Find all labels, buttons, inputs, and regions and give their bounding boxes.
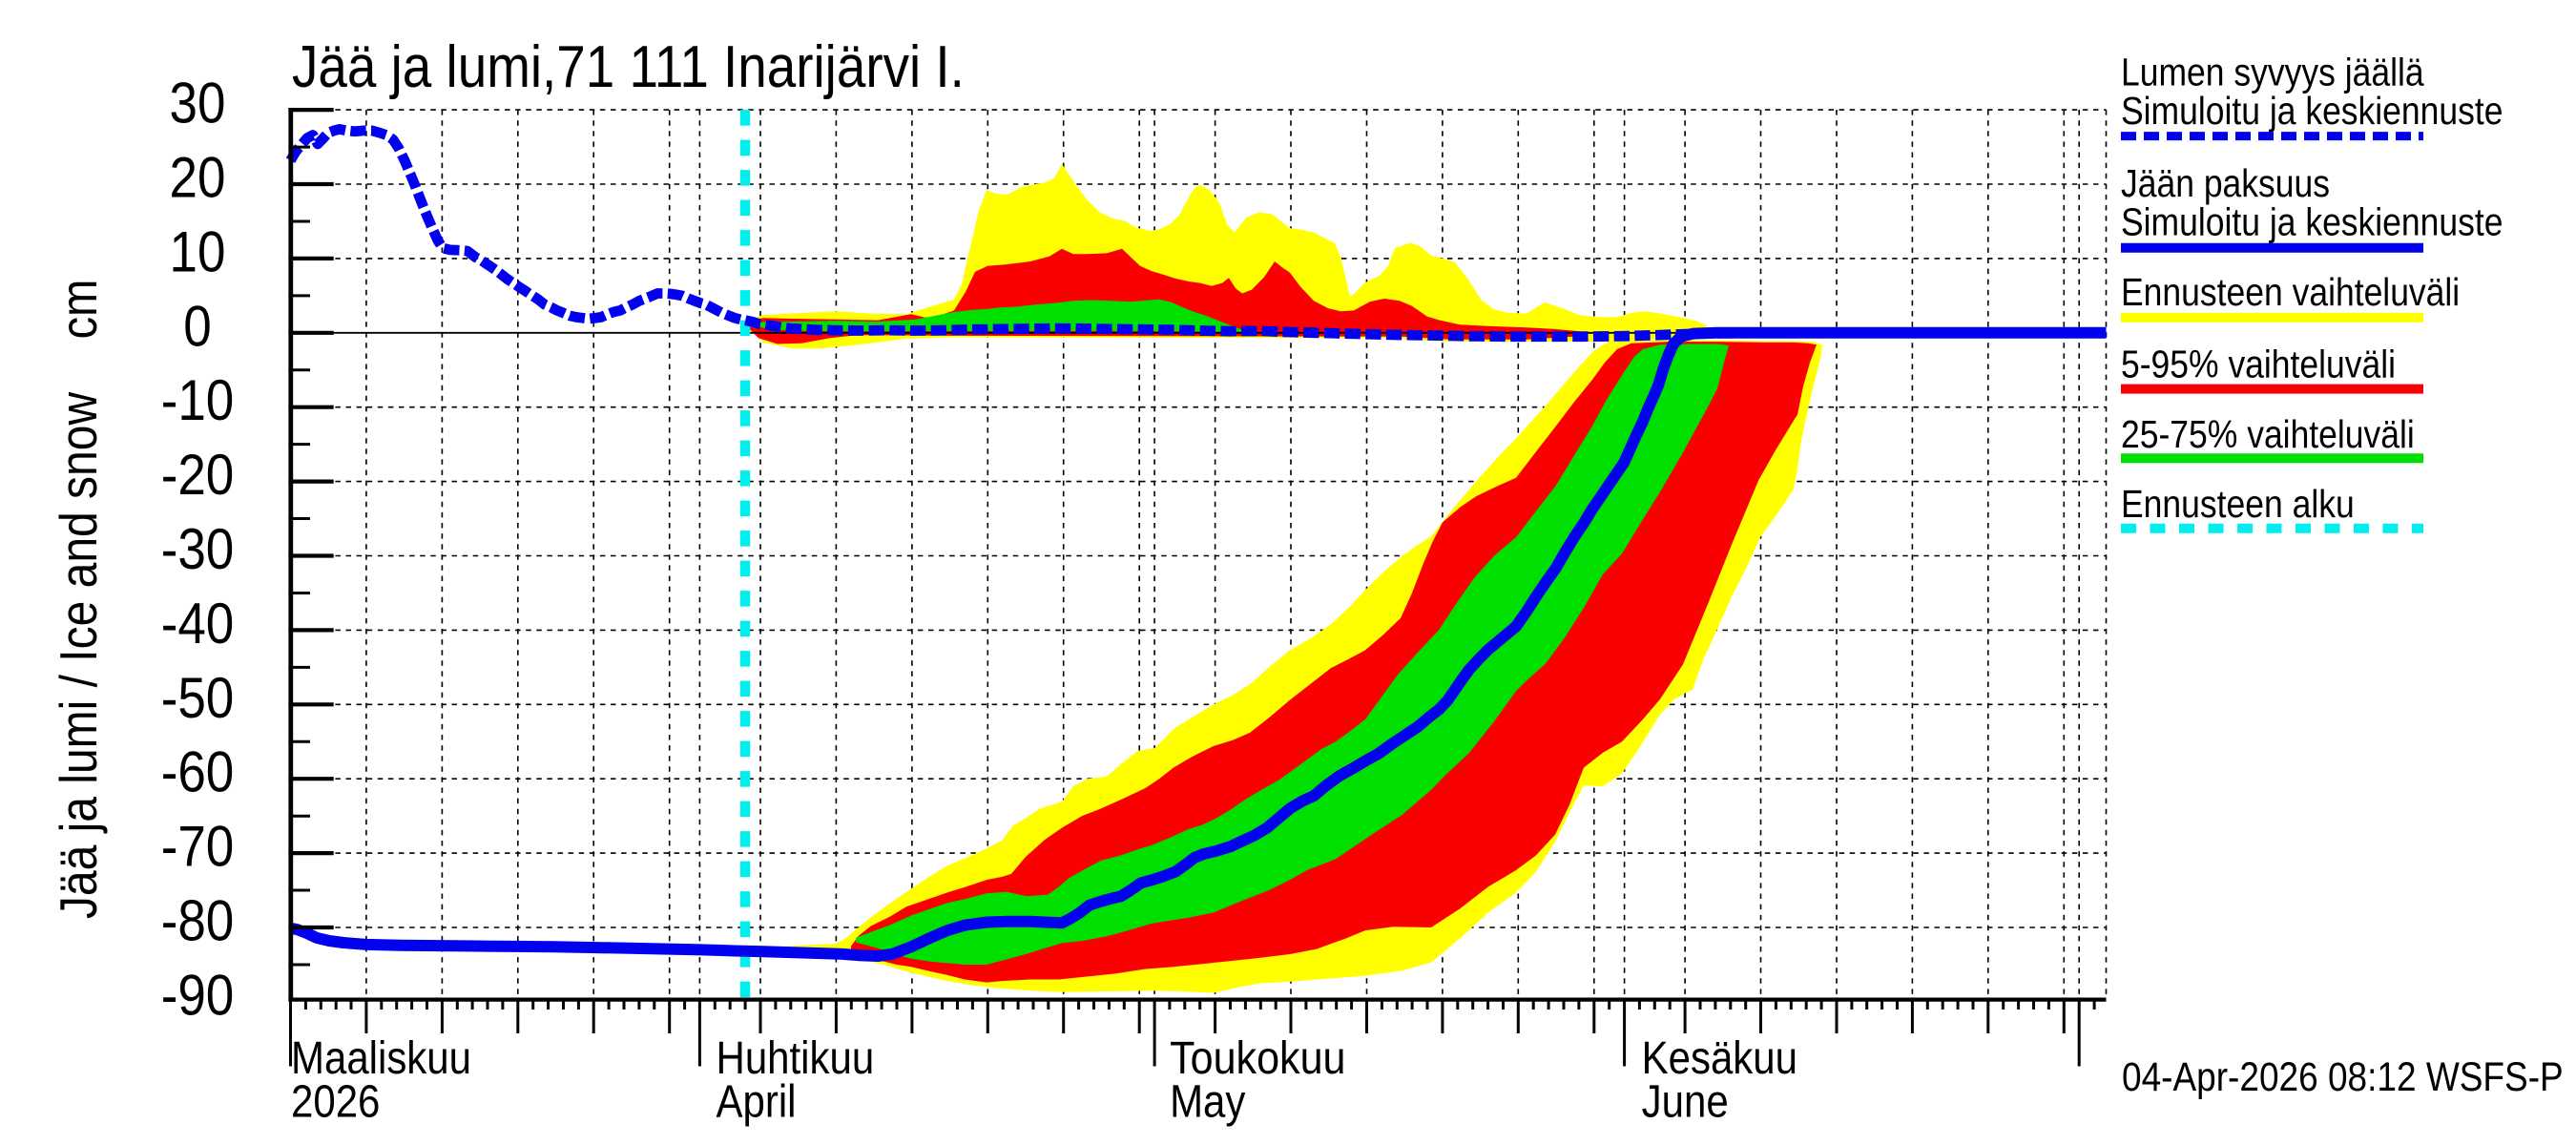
svg-text:0: 0 [183, 293, 212, 358]
svg-text:-40: -40 [161, 591, 235, 656]
svg-text:Simuloitu ja keskiennuste: Simuloitu ja keskiennuste [2121, 200, 2503, 244]
svg-text:2026: 2026 [291, 1077, 380, 1128]
svg-text:30: 30 [170, 71, 226, 135]
svg-text:04-Apr-2026 08:12 WSFS-P: 04-Apr-2026 08:12 WSFS-P [2122, 1054, 2564, 1099]
svg-text:Jään paksuus: Jään paksuus [2121, 161, 2330, 205]
svg-text:Ennusteen alku: Ennusteen alku [2121, 482, 2355, 526]
svg-text:-10: -10 [161, 367, 235, 432]
svg-text:Jää ja lumi,71 111 Inarijärvi: Jää ja lumi,71 111 Inarijärvi I. [292, 34, 965, 100]
svg-text:-80: -80 [161, 888, 235, 953]
svg-text:-90: -90 [161, 962, 235, 1027]
svg-text:June: June [1642, 1077, 1729, 1128]
svg-text:-60: -60 [161, 739, 235, 804]
svg-text:Toukokuu: Toukokuu [1170, 1033, 1345, 1084]
svg-text:April: April [717, 1077, 797, 1128]
svg-text:Simuloitu ja keskiennuste: Simuloitu ja keskiennuste [2121, 89, 2503, 133]
svg-text:20: 20 [170, 145, 226, 210]
svg-text:Kesäkuu: Kesäkuu [1642, 1033, 1797, 1084]
svg-text:cm: cm [51, 280, 108, 340]
svg-text:-30: -30 [161, 516, 235, 581]
svg-text:5-95% vaihteluväli: 5-95% vaihteluväli [2121, 343, 2396, 386]
svg-text:10: 10 [170, 219, 226, 283]
svg-text:Maaliskuu: Maaliskuu [291, 1033, 471, 1084]
svg-text:-20: -20 [161, 442, 235, 507]
svg-text:Jää ja lumi / Ice and snow: Jää ja lumi / Ice and snow [49, 391, 108, 919]
svg-text:-70: -70 [161, 814, 235, 879]
svg-text:-50: -50 [161, 665, 235, 730]
svg-text:Huhtikuu: Huhtikuu [717, 1033, 875, 1084]
svg-text:Lumen syvyys jäällä: Lumen syvyys jäällä [2121, 51, 2424, 94]
svg-text:May: May [1170, 1077, 1245, 1128]
svg-text:Ennusteen vaihteluväli: Ennusteen vaihteluväli [2121, 270, 2460, 314]
svg-text:25-75% vaihteluväli: 25-75% vaihteluväli [2121, 412, 2415, 456]
